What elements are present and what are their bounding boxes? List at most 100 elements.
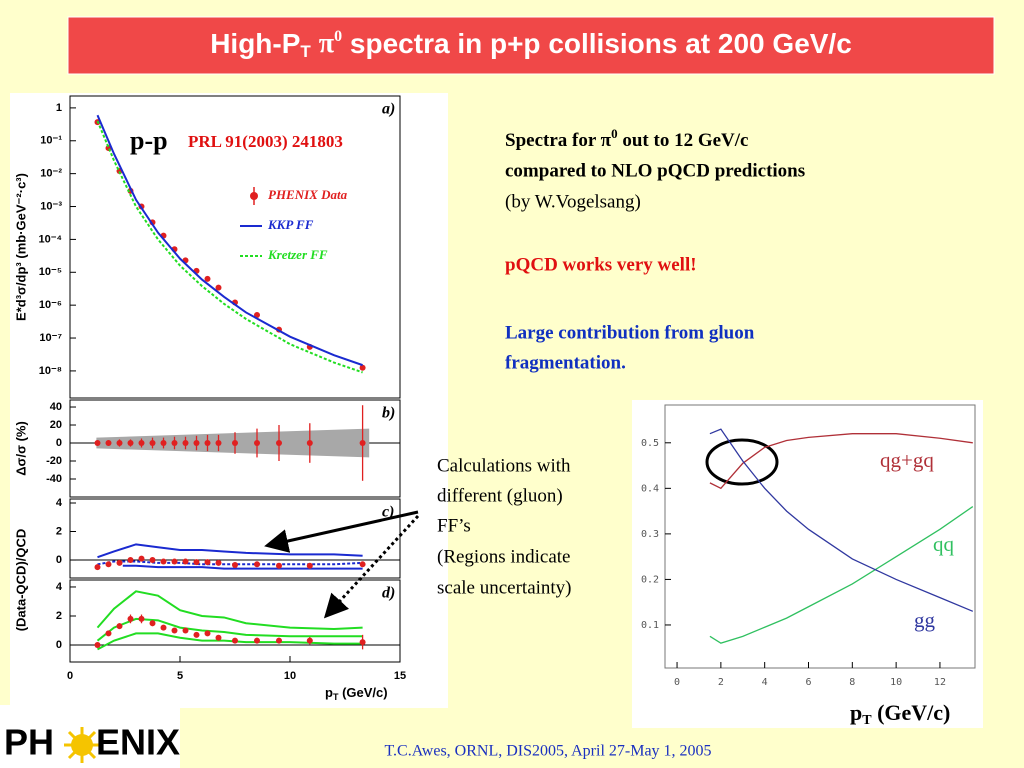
- curve: [709, 428, 974, 612]
- data-point: [127, 440, 134, 447]
- data-point: [276, 562, 282, 569]
- data-point: [160, 624, 167, 631]
- data-point: [306, 440, 313, 447]
- y-tick-label: 0.2: [641, 574, 659, 585]
- data-point: [232, 440, 238, 447]
- x-tick-label: 4: [762, 677, 768, 688]
- data-point: [193, 631, 200, 638]
- note-line: compared to NLO pQCD predictions: [505, 160, 805, 181]
- curve: [709, 433, 973, 490]
- data-point: [171, 440, 178, 447]
- y-tick-label: 0: [56, 437, 62, 449]
- callout-line: Calculations with: [437, 455, 571, 476]
- arrow: [264, 510, 419, 553]
- data-point: [171, 627, 178, 634]
- note-sup: 0: [611, 126, 618, 141]
- series-label: qq: [933, 532, 955, 556]
- data-point: [160, 558, 167, 565]
- x-axis-label: pT (GeV/c): [850, 700, 950, 728]
- data-point: [215, 284, 222, 291]
- y-tick-label: 10⁻¹: [40, 135, 62, 147]
- y-tick-label: 10⁻⁶: [39, 299, 62, 311]
- title-part: High-P: [210, 28, 300, 59]
- data-point: [149, 557, 156, 564]
- panel-label: c): [382, 504, 394, 521]
- data-point: [105, 440, 112, 447]
- y-tick-label: 4: [56, 497, 63, 509]
- x-tick-label: 6: [805, 677, 811, 688]
- data-point: [171, 558, 178, 565]
- legend-label: Kretzer FF: [267, 247, 328, 262]
- data-point: [138, 555, 145, 562]
- note-part: out to 12 GeV/c: [618, 130, 749, 151]
- data-point: [254, 561, 260, 568]
- data-point: [94, 642, 101, 649]
- x-label-sub: T: [862, 713, 872, 728]
- plot-frame: [69, 399, 401, 498]
- plot-frame: [664, 404, 976, 669]
- data-point: [116, 623, 123, 630]
- x-tick-label: 0: [67, 670, 73, 682]
- plot-frame: [69, 579, 401, 663]
- data-point: [359, 639, 366, 646]
- logo-text: PH: [4, 722, 54, 763]
- y-tick-label: -40: [46, 473, 62, 485]
- highlight-ellipse: [705, 438, 779, 486]
- data-point: [105, 561, 112, 568]
- data-point: [116, 559, 123, 566]
- title-pi: π: [319, 28, 335, 59]
- data-point: [182, 440, 189, 447]
- y-tick-label: 10⁻⁷: [39, 332, 62, 344]
- data-point: [160, 440, 167, 447]
- y-axis-label: Δσ/σ (%): [13, 421, 28, 476]
- legend-label: KKP FF: [267, 217, 314, 232]
- y-tick-label: 10⁻³: [40, 200, 62, 212]
- data-point: [254, 440, 260, 447]
- y-tick-label: 0.5: [641, 438, 659, 449]
- data-point: [215, 440, 222, 447]
- data-point: [254, 637, 260, 644]
- x-tick-label: 10: [890, 677, 902, 688]
- data-point: [149, 620, 156, 627]
- y-tick-label: 10⁻⁵: [39, 266, 62, 278]
- x-label-part: (GeV/c): [872, 700, 951, 725]
- x-tick-label: 0: [674, 677, 680, 688]
- data-point: [215, 634, 222, 641]
- title-box: [67, 16, 995, 75]
- y-tick-label: 2: [56, 610, 62, 622]
- data-point: [359, 364, 366, 371]
- data-point: [149, 440, 156, 447]
- panel-label: d): [382, 585, 395, 602]
- x-label-part: p: [325, 685, 333, 700]
- curve: [97, 632, 363, 651]
- data-point: [232, 637, 238, 644]
- data-point: [138, 440, 145, 447]
- y-tick-label: 40: [50, 401, 62, 413]
- x-tick-label: 12: [934, 677, 946, 688]
- x-label-part: p: [850, 700, 862, 725]
- curve: [96, 617, 363, 642]
- reference: PRL 91(2003) 241803: [188, 132, 343, 151]
- data-point: [127, 615, 134, 622]
- x-tick-label: 2: [718, 677, 724, 688]
- data-point: [182, 627, 189, 634]
- data-point: [276, 637, 282, 644]
- data-point: [94, 564, 101, 571]
- x-axis-label: pT (GeV/c): [325, 685, 388, 702]
- data-point: [359, 440, 366, 447]
- y-tick-label: 10⁻²: [40, 168, 62, 180]
- panel-label: a): [382, 101, 395, 118]
- data-point: [105, 630, 112, 637]
- legend-label: PHENIX Data: [268, 187, 348, 202]
- data-point: [276, 440, 282, 447]
- note-part: Spectra for π: [505, 130, 612, 151]
- curve: [96, 114, 363, 367]
- plots: 1 10⁻¹ 10⁻² 10⁻³ 10⁻⁴ 10⁻⁵ 10⁻⁶ 10⁻⁷ 10⁻⁸ a) E*d³σ…: [13, 95, 976, 728]
- y-tick-label: 10⁻⁸: [39, 365, 62, 377]
- x-tick-label: 8: [849, 677, 855, 688]
- y-tick-label: 0: [56, 554, 62, 566]
- title-part: spectra in p+p collisions at 200 GeV/c: [342, 28, 852, 59]
- data-point: [306, 562, 313, 569]
- x-label-sub: T: [333, 692, 339, 702]
